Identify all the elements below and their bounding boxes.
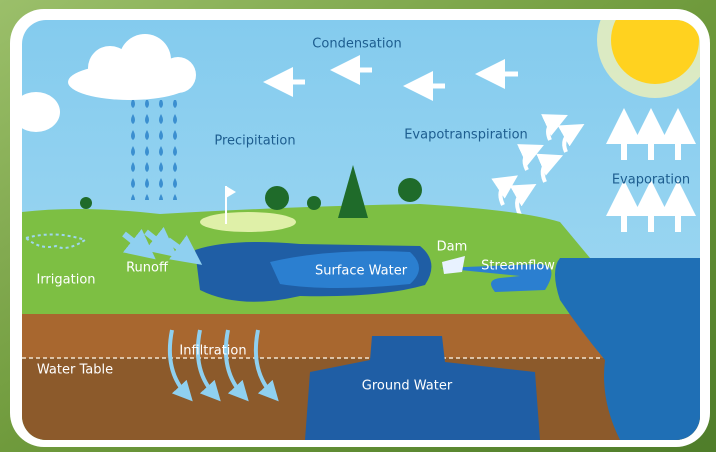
tree — [80, 197, 92, 209]
label: Irrigation — [36, 273, 95, 288]
label: Infiltration — [179, 344, 246, 359]
tree — [307, 196, 321, 210]
label: Dam — [437, 240, 468, 255]
label: Water Table — [37, 363, 113, 378]
label: Evaporation — [612, 173, 690, 188]
label: Runoff — [126, 261, 169, 276]
label: Evapotranspiration — [404, 128, 528, 143]
page: {"labels": { "condensation": "Condensati… — [0, 0, 716, 452]
rain — [125, 100, 187, 200]
golf-green — [200, 212, 296, 232]
cloud-part — [160, 57, 196, 93]
label: Condensation — [312, 37, 401, 52]
label: Precipitation — [214, 134, 295, 149]
label: Streamflow — [481, 259, 555, 274]
tree — [265, 186, 289, 210]
scene — [12, 0, 713, 440]
label: Ground Water — [362, 379, 453, 394]
label: Surface Water — [315, 264, 408, 279]
water-cycle-diagram: Condensation Precipitation Evapotranspir… — [0, 0, 716, 452]
tree — [398, 178, 422, 202]
